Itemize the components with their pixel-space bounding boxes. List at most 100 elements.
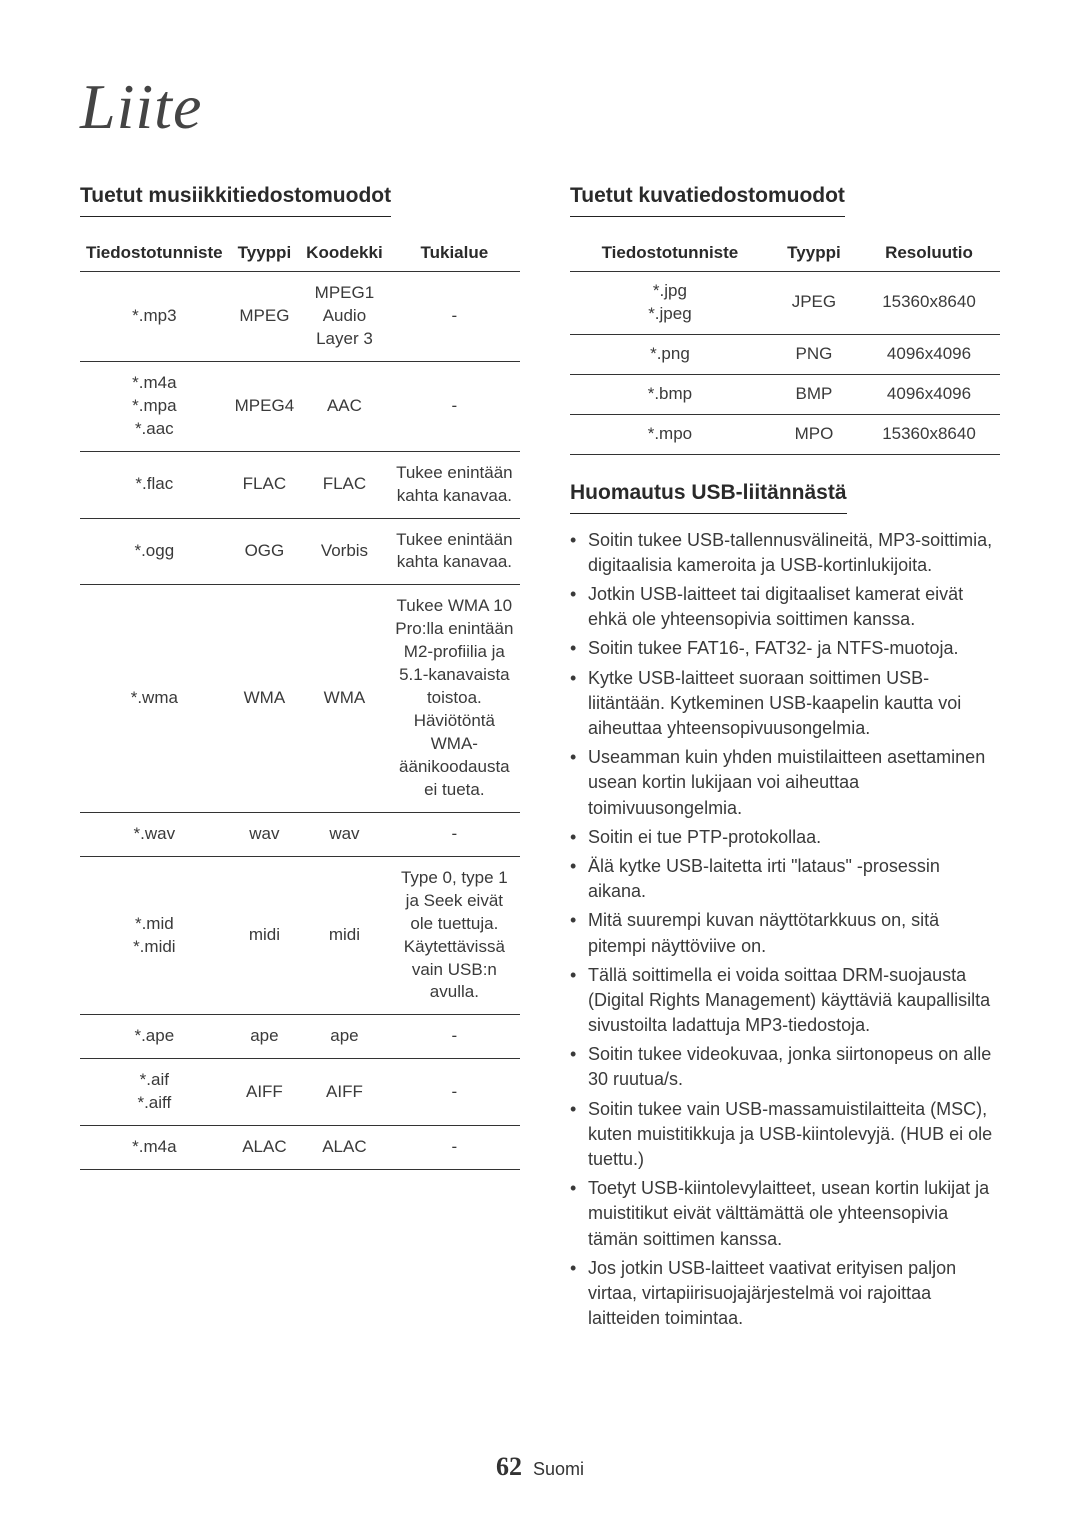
image-table-cell: 4096x4096	[858, 374, 1000, 414]
music-col-codec: Koodekki	[300, 235, 389, 272]
music-table-cell: *.mid*.midi	[80, 856, 229, 1015]
image-col-ext: Tiedostotunniste	[570, 235, 770, 272]
music-table-cell: -	[389, 361, 520, 451]
music-table-cell: Tukee enintään kahta kanavaa.	[389, 518, 520, 585]
image-table-cell: BMP	[770, 374, 858, 414]
music-table-cell: *.wma	[80, 585, 229, 812]
music-table-cell: WMA	[229, 585, 301, 812]
music-table-cell: Tukee WMA 10 Pro:lla enintään M2-profiil…	[389, 585, 520, 812]
usb-note-item: Kytke USB-laitteet suoraan soittimen USB…	[570, 666, 1000, 742]
music-table-cell: *.flac	[80, 451, 229, 518]
music-table-cell: *.m4a*.mpa*.aac	[80, 361, 229, 451]
image-table-row: *.pngPNG4096x4096	[570, 334, 1000, 374]
music-table-cell: MPEG4	[229, 361, 301, 451]
music-col-ext: Tiedostotunniste	[80, 235, 229, 272]
right-column: Tuetut kuvatiedostomuodot Tiedostotunnis…	[570, 184, 1000, 1335]
music-table-cell: ape	[300, 1015, 389, 1059]
music-table-cell: *.wav	[80, 812, 229, 856]
image-table-cell: *.png	[570, 334, 770, 374]
music-table-cell: *.ogg	[80, 518, 229, 585]
music-col-type: Tyyppi	[229, 235, 301, 272]
usb-note-item: Useamman kuin yhden muistilaitteen asett…	[570, 745, 1000, 821]
music-table-cell: MPEG1 Audio Layer 3	[300, 272, 389, 362]
image-table-row: *.bmpBMP4096x4096	[570, 374, 1000, 414]
usb-note-heading: Huomautus USB-liitännästä	[570, 481, 847, 514]
music-table-row: *.wmaWMAWMATukee WMA 10 Pro:lla enintään…	[80, 585, 520, 812]
music-table-cell: Type 0, type 1 ja Seek eivät ole tuettuj…	[389, 856, 520, 1015]
music-table-row: *.oggOGGVorbisTukee enintään kahta kanav…	[80, 518, 520, 585]
music-table-row: *.mid*.midimidimidiType 0, type 1 ja See…	[80, 856, 520, 1015]
usb-note-item: Jotkin USB-laitteet tai digitaaliset kam…	[570, 582, 1000, 632]
music-table-cell: -	[389, 1015, 520, 1059]
image-table-cell: *.jpg*.jpeg	[570, 272, 770, 335]
music-table-row: *.mp3MPEGMPEG1 Audio Layer 3-	[80, 272, 520, 362]
music-table-cell: ALAC	[229, 1126, 301, 1170]
music-table-cell: ape	[229, 1015, 301, 1059]
music-table-cell: *.mp3	[80, 272, 229, 362]
music-table-cell: WMA	[300, 585, 389, 812]
music-table-cell: midi	[229, 856, 301, 1015]
content-columns: Tuetut musiikkitiedostomuodot Tiedostotu…	[80, 184, 1000, 1335]
usb-note-item: Toetyt USB-kiintolevylaitteet, usean kor…	[570, 1176, 1000, 1252]
music-table-cell: FLAC	[300, 451, 389, 518]
music-formats-heading: Tuetut musiikkitiedostomuodot	[80, 184, 391, 217]
music-table-row: *.m4aALACALAC-	[80, 1126, 520, 1170]
music-table-cell: -	[389, 812, 520, 856]
music-table-cell: *.m4a	[80, 1126, 229, 1170]
music-table-cell: OGG	[229, 518, 301, 585]
music-table-cell: wav	[229, 812, 301, 856]
image-table-cell: 4096x4096	[858, 334, 1000, 374]
image-table-cell: *.bmp	[570, 374, 770, 414]
music-table-cell: AAC	[300, 361, 389, 451]
music-table-row: *.wavwavwav-	[80, 812, 520, 856]
page-title: Liite	[80, 70, 1000, 144]
image-col-type: Tyyppi	[770, 235, 858, 272]
music-table-cell: midi	[300, 856, 389, 1015]
music-table-row: *.aif*.aiffAIFFAIFF-	[80, 1059, 520, 1126]
usb-note-item: Mitä suurempi kuvan näyttötarkkuus on, s…	[570, 908, 1000, 958]
usb-note-item: Soitin tukee USB-tallennusvälineitä, MP3…	[570, 528, 1000, 578]
image-table-row: *.jpg*.jpegJPEG15360x8640	[570, 272, 1000, 335]
usb-note-item: Tällä soittimella ei voida soittaa DRM-s…	[570, 963, 1000, 1039]
music-formats-table: Tiedostotunniste Tyyppi Koodekki Tukialu…	[80, 235, 520, 1170]
music-table-header-row: Tiedostotunniste Tyyppi Koodekki Tukialu…	[80, 235, 520, 272]
music-table-cell: AIFF	[229, 1059, 301, 1126]
music-table-cell: ALAC	[300, 1126, 389, 1170]
music-table-cell: -	[389, 1126, 520, 1170]
music-table-cell: *.aif*.aiff	[80, 1059, 229, 1126]
image-formats-table: Tiedostotunniste Tyyppi Resoluutio *.jpg…	[570, 235, 1000, 455]
music-table-cell: FLAC	[229, 451, 301, 518]
music-table-cell: -	[389, 1059, 520, 1126]
music-table-cell: MPEG	[229, 272, 301, 362]
music-table-cell: Vorbis	[300, 518, 389, 585]
usb-note-item: Älä kytke USB-laitetta irti "lataus" -pr…	[570, 854, 1000, 904]
music-table-cell: AIFF	[300, 1059, 389, 1126]
usb-note-item: Soitin tukee vain USB-massamuistilaittei…	[570, 1097, 1000, 1173]
music-table-cell: Tukee enintään kahta kanavaa.	[389, 451, 520, 518]
usb-note-item: Soitin tukee FAT16-, FAT32- ja NTFS-muot…	[570, 636, 1000, 661]
image-table-header-row: Tiedostotunniste Tyyppi Resoluutio	[570, 235, 1000, 272]
music-table-cell: *.ape	[80, 1015, 229, 1059]
image-table-cell: JPEG	[770, 272, 858, 335]
page-language: Suomi	[533, 1459, 584, 1479]
music-table-cell: wav	[300, 812, 389, 856]
music-table-row: *.apeapeape-	[80, 1015, 520, 1059]
image-table-cell: MPO	[770, 414, 858, 454]
page-footer: 62 Suomi	[0, 1452, 1080, 1482]
image-table-cell: *.mpo	[570, 414, 770, 454]
usb-notes-list: Soitin tukee USB-tallennusvälineitä, MP3…	[570, 528, 1000, 1332]
music-table-row: *.m4a*.mpa*.aacMPEG4AAC-	[80, 361, 520, 451]
usb-note-item: Soitin tukee videokuvaa, jonka siirtonop…	[570, 1042, 1000, 1092]
left-column: Tuetut musiikkitiedostomuodot Tiedostotu…	[80, 184, 520, 1335]
music-col-support: Tukialue	[389, 235, 520, 272]
image-col-res: Resoluutio	[858, 235, 1000, 272]
image-table-row: *.mpoMPO15360x8640	[570, 414, 1000, 454]
usb-note-item: Jos jotkin USB-laitteet vaativat erityis…	[570, 1256, 1000, 1332]
page-number: 62	[496, 1452, 522, 1481]
music-table-cell: -	[389, 272, 520, 362]
usb-note-item: Soitin ei tue PTP-protokollaa.	[570, 825, 1000, 850]
music-table-row: *.flacFLACFLACTukee enintään kahta kanav…	[80, 451, 520, 518]
image-formats-heading: Tuetut kuvatiedostomuodot	[570, 184, 845, 217]
image-table-cell: 15360x8640	[858, 414, 1000, 454]
image-table-cell: 15360x8640	[858, 272, 1000, 335]
